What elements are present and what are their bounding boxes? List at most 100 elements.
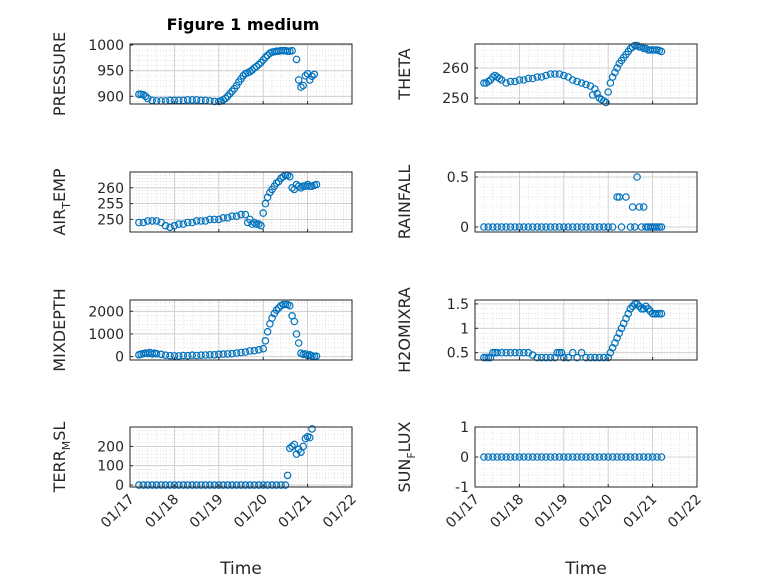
data-point — [288, 46, 296, 55]
data-point — [546, 223, 555, 231]
data-point — [135, 218, 143, 227]
data-point — [559, 353, 568, 362]
data-point — [219, 481, 228, 489]
data-point — [568, 453, 577, 461]
subplot-theta: 250 260 THETA — [395, 41, 698, 107]
data-point — [312, 352, 321, 361]
data-point — [497, 453, 506, 461]
data-point — [639, 44, 648, 53]
data-point — [259, 209, 268, 217]
data-point — [537, 73, 546, 81]
data-point — [277, 481, 285, 489]
data-point — [301, 350, 310, 358]
y-tick-label: 1.5 — [447, 297, 469, 313]
data-point — [250, 481, 259, 489]
subplot-h2omixra: 0.5 1 1.5 H2OMIXRA — [395, 287, 698, 373]
data-point — [488, 453, 497, 461]
data-point — [192, 351, 201, 360]
y-tick-label: 0 — [115, 478, 124, 494]
data-point — [533, 73, 542, 81]
data-point — [148, 217, 157, 225]
data-point — [591, 353, 599, 362]
y-tick-label: 0 — [460, 450, 469, 466]
data-point — [312, 180, 321, 189]
data-point — [246, 481, 254, 489]
data-point — [604, 88, 613, 96]
data-point — [183, 96, 192, 104]
plot-area — [130, 427, 352, 487]
data-point — [519, 76, 528, 84]
data-point — [533, 453, 542, 461]
data-point — [170, 481, 179, 489]
data-point — [188, 351, 197, 360]
data-point — [175, 220, 183, 228]
data-point — [602, 98, 610, 107]
data-point — [564, 353, 573, 362]
data-point — [139, 218, 148, 227]
data-point — [206, 215, 214, 224]
data-point — [157, 350, 165, 359]
data-point — [511, 348, 519, 357]
y-tick-label: 1000 — [88, 38, 124, 54]
data-point — [622, 314, 630, 323]
data-point — [144, 94, 152, 103]
data-point — [210, 215, 219, 224]
data-point — [635, 453, 644, 461]
data-point — [546, 453, 555, 461]
data-point — [586, 223, 595, 231]
data-point — [254, 60, 263, 69]
data-point — [555, 348, 564, 357]
y-axis-label: RAINFALL — [395, 165, 414, 240]
data-point — [577, 453, 586, 461]
data-point — [542, 71, 550, 80]
y-tick-label: 0 — [460, 220, 469, 236]
data-point — [611, 68, 619, 77]
y-tick-label: 250 — [442, 91, 469, 107]
data-point — [633, 300, 641, 308]
data-point — [257, 221, 265, 230]
data-point — [281, 481, 290, 489]
data-point — [144, 217, 152, 225]
y-tick-label: 100 — [97, 459, 124, 475]
data-point — [261, 53, 270, 62]
data-point — [568, 76, 577, 84]
data-point — [252, 62, 261, 71]
data-point — [657, 47, 666, 56]
subplot-pressure: 900 950 1000 PRESSURE — [50, 32, 353, 116]
data-point — [639, 203, 648, 211]
data-point — [635, 203, 644, 211]
data-point — [657, 309, 666, 318]
y-tick-label: 0.5 — [447, 346, 469, 362]
data-point — [559, 453, 568, 461]
data-point — [533, 353, 542, 362]
data-point — [524, 453, 533, 461]
data-point — [294, 339, 303, 347]
data-point — [564, 453, 573, 461]
data-point — [537, 353, 546, 362]
data-point — [553, 348, 561, 357]
data-point — [493, 223, 502, 231]
data-point — [219, 214, 228, 222]
data-point — [246, 347, 254, 355]
data-point — [577, 223, 586, 231]
y-tick-label: 1000 — [88, 327, 124, 343]
data-point — [542, 223, 550, 231]
data-point — [484, 353, 493, 362]
data-point — [542, 453, 550, 461]
data-point — [644, 304, 653, 313]
data-point — [241, 348, 250, 356]
data-point — [591, 85, 599, 93]
data-point — [480, 453, 488, 461]
data-point — [626, 453, 635, 461]
plot-area — [475, 172, 697, 232]
data-point — [283, 471, 292, 480]
data-point — [653, 453, 661, 461]
data-point — [555, 223, 564, 231]
data-point — [582, 80, 590, 89]
data-point — [261, 199, 270, 208]
data-point — [595, 353, 604, 362]
subplot-mixdepth: 0 1000 2000 MIXDEPTH — [50, 288, 353, 372]
data-point — [528, 453, 537, 461]
data-point — [166, 351, 174, 360]
